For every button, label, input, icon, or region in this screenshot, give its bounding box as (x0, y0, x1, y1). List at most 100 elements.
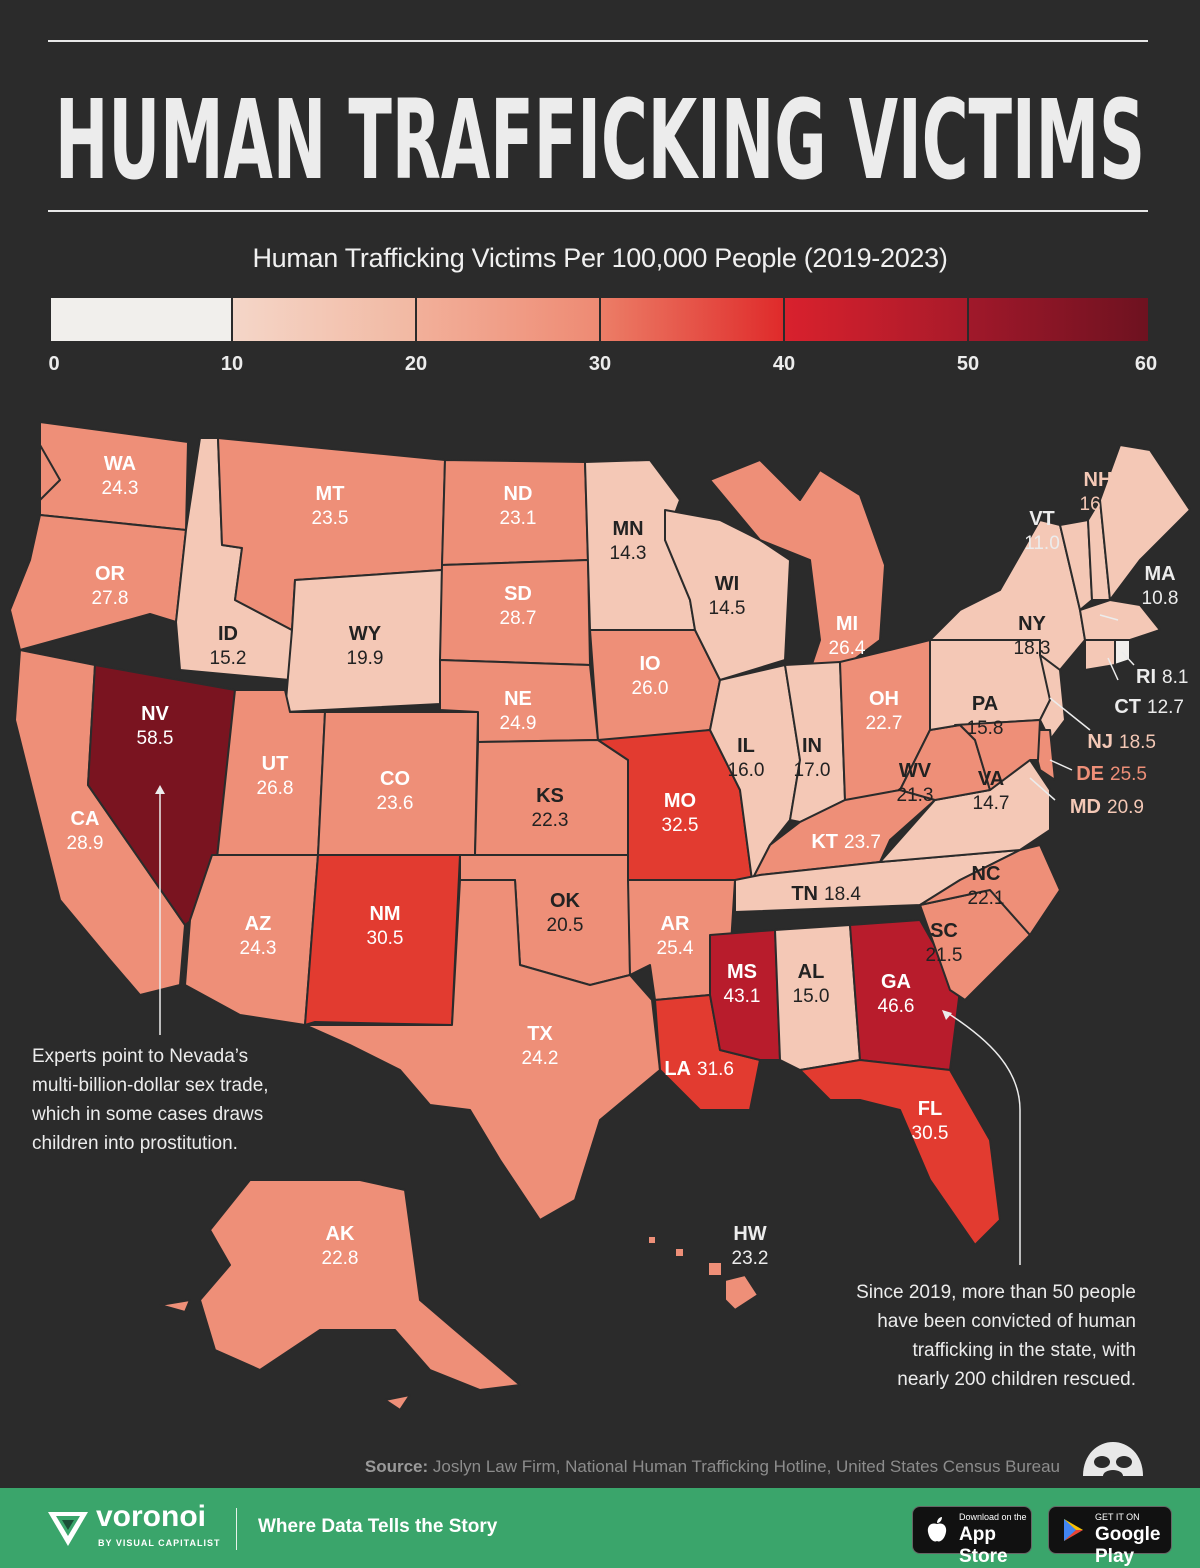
state-value-ne: 24.9 (500, 713, 537, 734)
app-store-button[interactable]: Download on the App Store (912, 1506, 1032, 1567)
state-wy (284, 569, 443, 713)
georgia-callout-arrow (942, 1010, 952, 1020)
state-label-ak: AK (326, 1223, 355, 1245)
state-label-pa: PA (972, 693, 998, 715)
panda-logo-icon (1083, 1442, 1143, 1482)
state-label-ne: NE (504, 688, 532, 710)
state-label-ma: MA (1144, 563, 1175, 585)
nevada-annotation: Experts point to Nevada’s multi-billion-… (32, 1042, 269, 1158)
state-wa (39, 421, 189, 531)
nevada-annotation-line: which in some cases draws (32, 1104, 264, 1125)
top-rule (48, 40, 1148, 42)
state-label-nv: NV (141, 703, 169, 725)
state-value-ct: 12.7 (1147, 697, 1184, 718)
state-value-wa: 24.3 (102, 478, 139, 499)
state-value-me: 19.1 (1122, 504, 1159, 525)
state-label-co: CO (380, 768, 410, 790)
ct-callout-line (1107, 657, 1119, 681)
us-choropleth-map: WA 24.3 OR 27.8 CA 28.9 NV 58.5 ID 15.2 MT 23.5 WY 19… (9, 421, 1191, 1411)
state-value-ut: 26.8 (257, 778, 294, 799)
page-title-text: HUMAN TRAFFICKING VICTIMS (55, 76, 1145, 204)
state-label-in: IN (802, 735, 822, 757)
nevada-callout-arrow (155, 785, 165, 794)
state-label-nj: NJ (1087, 731, 1113, 753)
legend-tick-0: 0 (48, 353, 59, 375)
state-value-wi: 14.5 (709, 598, 746, 619)
page-title: HUMAN TRAFFICKING VICTIMS (55, 76, 1145, 204)
state-value-ga: 46.6 (878, 996, 915, 1017)
state-label-id: ID (218, 623, 238, 645)
state-value-mt: 23.5 (312, 508, 349, 529)
state-value-ri: 8.1 (1162, 667, 1188, 688)
state-value-pa: 15.8 (967, 718, 1004, 739)
state-label-ks: KS (536, 785, 564, 807)
state-value-mo: 32.5 (662, 815, 699, 836)
state-value-ar: 25.4 (657, 938, 694, 959)
state-value-tx: 24.2 (522, 1048, 559, 1069)
state-label-vt: VT (1029, 508, 1055, 530)
state-label-oh: OH (869, 688, 899, 710)
state-nc (919, 844, 1061, 936)
state-label-ut: UT (262, 753, 289, 775)
state-value-de: 25.5 (1110, 764, 1147, 785)
footer-bar: voronoi BY VISUAL CAPITALIST Where Data … (0, 1488, 1200, 1568)
state-ct (1084, 639, 1116, 671)
state-hw (647, 1235, 759, 1311)
legend-tick-20: 20 (405, 353, 427, 375)
state-label-wy: WY (349, 623, 382, 645)
state-mi (709, 459, 886, 701)
state-value-nm: 30.5 (367, 928, 404, 949)
nj-callout-line (1049, 697, 1091, 731)
state-value-nc: 22.1 (968, 888, 1005, 909)
legend-tick-50: 50 (957, 353, 979, 375)
state-value-il: 16.0 (728, 760, 765, 781)
state-label-tx: TX (527, 1023, 553, 1045)
state-label-fl: FL (918, 1098, 942, 1120)
state-value-mi: 26.4 (829, 638, 866, 659)
app-store-small: Download on the (959, 1512, 1027, 1522)
nevada-annotation-line: Experts point to Nevada’s (32, 1046, 249, 1067)
state-value-oh: 22.7 (866, 713, 903, 734)
state-value-nd: 23.1 (500, 508, 537, 529)
legend-bin-10-20 (232, 298, 416, 341)
state-value-co: 23.6 (377, 793, 414, 814)
ri-callout-line (1121, 651, 1135, 666)
state-label-il: IL (737, 735, 755, 757)
state-value-va: 14.7 (973, 793, 1010, 814)
state-value-vt: 11.0 (1024, 533, 1060, 554)
state-label-tn: TN (791, 883, 818, 905)
legend-bin-50-60 (968, 298, 1148, 341)
state-value-ms: 43.1 (724, 986, 761, 1007)
state-value-fl: 30.5 (912, 1123, 949, 1144)
state-label-hw: HW (733, 1223, 766, 1245)
state-value-ak: 22.8 (322, 1248, 359, 1269)
state-label-de: DE (1076, 763, 1104, 785)
georgia-callout-line (945, 1011, 1021, 1265)
state-label-wa: WA (104, 453, 136, 475)
state-value-ca: 28.9 (67, 833, 104, 854)
state-nm (304, 854, 461, 1026)
state-value-hw: 23.2 (732, 1248, 769, 1269)
state-label-ga: GA (881, 971, 911, 993)
state-md (954, 719, 1041, 791)
state-tx (304, 879, 661, 1221)
state-label-me: ME (1125, 479, 1155, 501)
state-label-kt: KT (811, 831, 838, 853)
state-value-al: 15.0 (793, 986, 830, 1007)
state-value-nj: 18.5 (1119, 732, 1156, 753)
state-label-az: AZ (245, 913, 272, 935)
source-text: Joslyn Law Firm, National Human Traffick… (432, 1457, 1060, 1476)
de-callout-line (1049, 759, 1073, 771)
source-label: Source: (364, 1457, 429, 1476)
state-value-wy: 19.9 (347, 648, 384, 669)
google-play-button[interactable]: GET IT ON Google Play (1048, 1506, 1172, 1567)
state-label-md: MD (1070, 796, 1101, 818)
state-label-ri: RI (1136, 666, 1156, 688)
state-label-nc: NC (972, 863, 1001, 885)
state-value-id: 15.2 (210, 648, 247, 669)
state-wi (664, 509, 791, 681)
google-play-icon (1064, 1519, 1083, 1541)
legend-tick-40: 40 (773, 353, 795, 375)
state-label-sc: SC (930, 920, 958, 942)
